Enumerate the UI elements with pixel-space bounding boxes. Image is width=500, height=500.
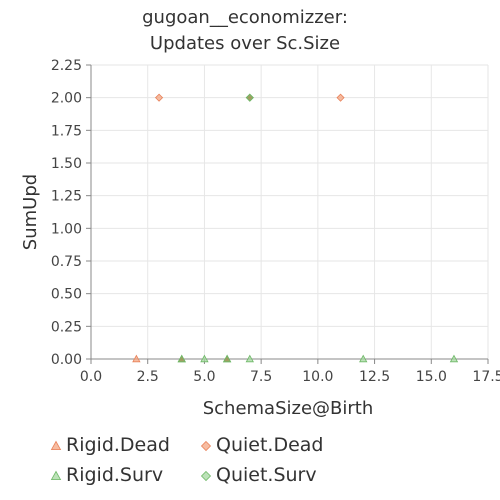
x-tick-label: 0.0 xyxy=(80,369,102,385)
x-tick-label: 10.0 xyxy=(302,369,333,385)
y-tick-label: 0.00 xyxy=(51,352,82,368)
x-tick-label: 12.5 xyxy=(359,369,390,385)
data-point-rigid-surv xyxy=(359,354,368,363)
y-tick-label: 2.25 xyxy=(51,58,82,74)
axes xyxy=(86,64,489,364)
legend-item-rigid-dead: Rigid.Dead xyxy=(50,434,170,456)
x-tick-label: 17.5 xyxy=(472,369,500,385)
y-tick-label: 1.00 xyxy=(51,221,82,237)
chart-title-line-2: Updates over Sc.Size xyxy=(150,33,340,54)
tick-labels: 0.0 2.5 5.0 7.5 10.0 12.5 15.0 17.5 0.00 0.25 0.50… xyxy=(51,58,500,385)
data-point-rigid-surv xyxy=(177,354,186,363)
data-point-rigid-surv xyxy=(222,354,232,363)
diamond-marker-icon xyxy=(200,440,212,451)
data-points xyxy=(132,93,459,363)
y-axis-label: SumUpd xyxy=(20,174,41,250)
data-point-quiet-surv xyxy=(245,93,254,102)
legend-marker xyxy=(50,440,62,450)
x-tick-label: 5.0 xyxy=(193,369,215,385)
grid xyxy=(90,64,489,360)
y-tick-label: 2.00 xyxy=(51,91,82,107)
y-tick-label: 0.75 xyxy=(51,254,82,270)
data-point-quiet-dead xyxy=(336,93,345,102)
x-tick-label: 15.0 xyxy=(416,369,447,385)
y-tick-label: 1.25 xyxy=(51,189,82,205)
triangle-marker-icon xyxy=(50,470,62,480)
chart-title-line-1: gugoan__economizzer: xyxy=(142,7,348,28)
x-tick-label: 2.5 xyxy=(137,369,159,385)
x-tick-label: 7.5 xyxy=(250,369,272,385)
y-tick-label: 0.25 xyxy=(51,319,82,335)
y-tick-label: 1.50 xyxy=(51,156,82,172)
x-axis-label: SchemaSize@Birth xyxy=(203,398,374,419)
data-point-quiet-dead xyxy=(154,93,164,102)
data-point-rigid-dead xyxy=(132,354,141,363)
diamond-marker-icon xyxy=(200,470,212,481)
data-point-rigid-surv xyxy=(449,354,459,363)
legend-item-quiet-surv: Quiet.Surv xyxy=(200,464,317,486)
data-point-rigid-surv xyxy=(245,354,254,363)
y-tick-label: 0.50 xyxy=(51,287,82,303)
triangle-marker-icon xyxy=(50,440,62,450)
legend-label: Rigid.Dead xyxy=(66,434,170,456)
legend-label: Quiet.Dead xyxy=(216,434,324,456)
legend-item-quiet-dead: Quiet.Dead xyxy=(200,434,323,456)
legend-marker xyxy=(200,470,212,481)
data-point-rigid-surv xyxy=(200,354,209,363)
scatter-chart: 0.0 2.5 5.0 7.5 10.0 12.5 15.0 17.5 0.00 0.25 0.50… xyxy=(20,7,500,419)
y-tick-label: 1.75 xyxy=(51,123,82,139)
legend-marker xyxy=(200,440,212,451)
legend-label: Quiet.Surv xyxy=(216,464,317,486)
legend-label: Rigid.Surv xyxy=(66,464,164,486)
legend-item-rigid-surv: Rigid.Surv xyxy=(50,464,163,486)
legend-marker xyxy=(50,470,62,480)
